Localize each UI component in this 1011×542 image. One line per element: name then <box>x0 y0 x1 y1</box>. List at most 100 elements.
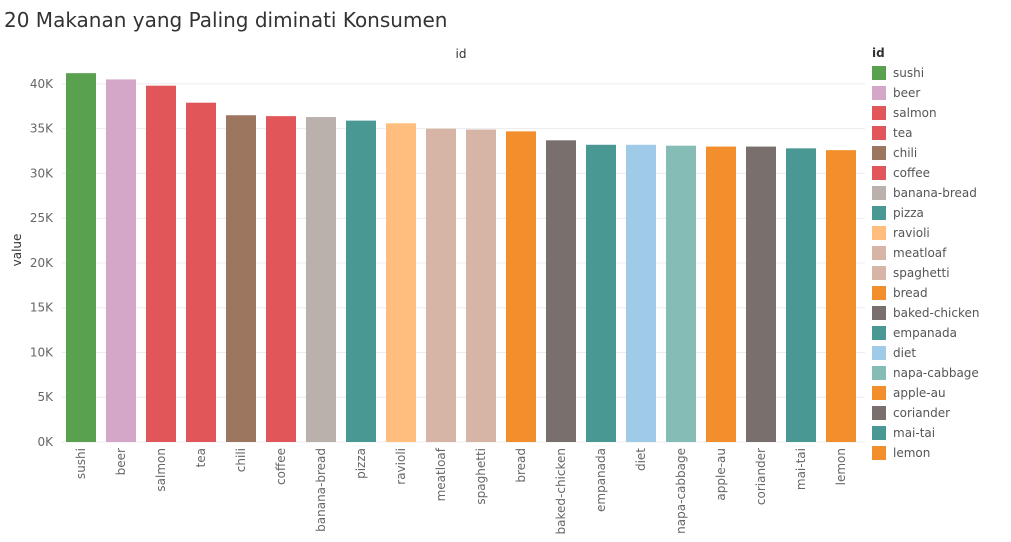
legend-label: coriander <box>893 406 951 420</box>
legend-label: baked-chicken <box>893 306 980 320</box>
bar-bread <box>506 131 536 442</box>
x-tick-label: lemon <box>834 448 848 485</box>
legend-label: empanada <box>893 326 957 340</box>
legend-label: beer <box>893 86 921 100</box>
legend-item-spaghetti[interactable]: spaghetti <box>872 263 979 283</box>
x-tick-label: tea <box>194 448 208 467</box>
legend-swatch <box>872 446 886 460</box>
legend-swatch <box>872 266 886 280</box>
x-tick-label: spaghetti <box>474 448 488 505</box>
legend-item-chili[interactable]: chili <box>872 143 979 163</box>
legend-swatch <box>872 206 886 220</box>
legend-item-tea[interactable]: tea <box>872 123 979 143</box>
y-tick-label: 10K <box>30 345 54 359</box>
legend-swatch <box>872 326 886 340</box>
chart-title: 20 Makanan yang Paling diminati Konsumen <box>4 8 448 32</box>
legend-item-empanada[interactable]: empanada <box>872 323 979 343</box>
legend-swatch <box>872 186 886 200</box>
legend-swatch <box>872 246 886 260</box>
legend-swatch <box>872 66 886 80</box>
legend-item-coffee[interactable]: coffee <box>872 163 979 183</box>
legend-item-coriander[interactable]: coriander <box>872 403 979 423</box>
y-axis: 0K 5K 10K 15K 20K 25K 30K 35K 40K <box>30 77 54 449</box>
legend-swatch <box>872 366 886 380</box>
bar-banana-bread <box>306 117 336 443</box>
legend-item-mai-tai[interactable]: mai-tai <box>872 423 979 443</box>
legend-item-bread[interactable]: bread <box>872 283 979 303</box>
legend-label: diet <box>893 346 917 360</box>
legend-swatch <box>872 86 886 100</box>
bar-spaghetti <box>466 129 496 443</box>
x-tick-label: sushi <box>74 448 88 479</box>
legend-items: sushi beer salmon tea chili coffee banana-brea… <box>872 63 979 463</box>
legend-label: spaghetti <box>893 266 950 280</box>
legend-swatch <box>872 286 886 300</box>
x-tick-label: apple-au <box>714 448 728 501</box>
legend-item-meatloaf[interactable]: meatloaf <box>872 243 979 263</box>
legend-swatch <box>872 126 886 140</box>
x-tick-label: chili <box>234 448 248 472</box>
legend-item-napa-cabbage[interactable]: napa-cabbage <box>872 363 979 383</box>
bar-coriander <box>746 146 776 443</box>
bar-ravioli <box>386 123 416 443</box>
legend-item-banana-bread[interactable]: banana-bread <box>872 183 979 203</box>
legend-item-sushi[interactable]: sushi <box>872 63 979 83</box>
legend-label: coffee <box>893 166 930 180</box>
legend-swatch <box>872 426 886 440</box>
bar-empanada <box>586 144 616 442</box>
x-tick-label: meatloaf <box>434 447 448 501</box>
bar-baked-chicken <box>546 140 576 443</box>
x-axis-title: id <box>456 47 467 61</box>
legend-item-pizza[interactable]: pizza <box>872 203 979 223</box>
x-tick-label: beer <box>114 448 128 475</box>
legend-swatch <box>872 386 886 400</box>
bar-tea <box>186 102 216 442</box>
x-tick-label: coriander <box>754 448 768 505</box>
x-tick-label: baked-chicken <box>554 448 568 534</box>
x-tick-label: salmon <box>154 448 168 492</box>
bar-mai-tai <box>786 148 816 442</box>
bar-coffee <box>266 116 296 442</box>
x-tick-label: ravioli <box>394 448 408 485</box>
bar-beer <box>106 79 136 442</box>
legend-label: apple-au <box>893 386 946 400</box>
legend-swatch <box>872 166 886 180</box>
x-tick-label: bread <box>514 448 528 483</box>
y-tick-label: 5K <box>37 390 54 404</box>
bar-chili <box>226 115 256 442</box>
legend-label: tea <box>893 126 913 140</box>
bar-napa-cabbage <box>666 145 696 442</box>
y-tick-label: 20K <box>30 256 54 270</box>
legend-item-diet[interactable]: diet <box>872 343 979 363</box>
x-tick-label: empanada <box>594 448 608 512</box>
bar-lemon <box>826 150 856 442</box>
x-tick-label: coffee <box>274 448 288 485</box>
legend-item-apple-au[interactable]: apple-au <box>872 383 979 403</box>
x-tick-label: diet <box>634 448 648 471</box>
bar-diet <box>626 144 656 442</box>
legend-item-salmon[interactable]: salmon <box>872 103 979 123</box>
bar-meatloaf <box>426 128 456 442</box>
x-tick-label: napa-cabbage <box>674 448 688 534</box>
y-tick-label: 35K <box>30 122 54 136</box>
y-tick-label: 15K <box>30 301 54 315</box>
legend-item-beer[interactable]: beer <box>872 83 979 103</box>
legend-swatch <box>872 306 886 320</box>
legend-label: banana-bread <box>893 186 977 200</box>
legend-item-ravioli[interactable]: ravioli <box>872 223 979 243</box>
legend-label: meatloaf <box>893 246 947 260</box>
gridlines <box>62 83 865 443</box>
legend-title: id <box>872 46 885 60</box>
legend: id sushi beer salmon tea chili coffee banana-b… <box>872 46 979 463</box>
legend-label: pizza <box>893 206 924 220</box>
legend-swatch <box>872 226 886 240</box>
legend-label: mai-tai <box>893 426 936 440</box>
y-tick-label: 40K <box>30 77 54 91</box>
bar-apple-au <box>706 146 736 443</box>
x-axis: sushi beer salmon tea chili coffee banana-brea… <box>74 447 848 534</box>
legend-item-lemon[interactable]: lemon <box>872 443 979 463</box>
legend-item-baked-chicken[interactable]: baked-chicken <box>872 303 979 323</box>
bar-sushi <box>66 73 96 443</box>
legend-label: chili <box>893 146 918 160</box>
bar-pizza <box>346 120 376 442</box>
